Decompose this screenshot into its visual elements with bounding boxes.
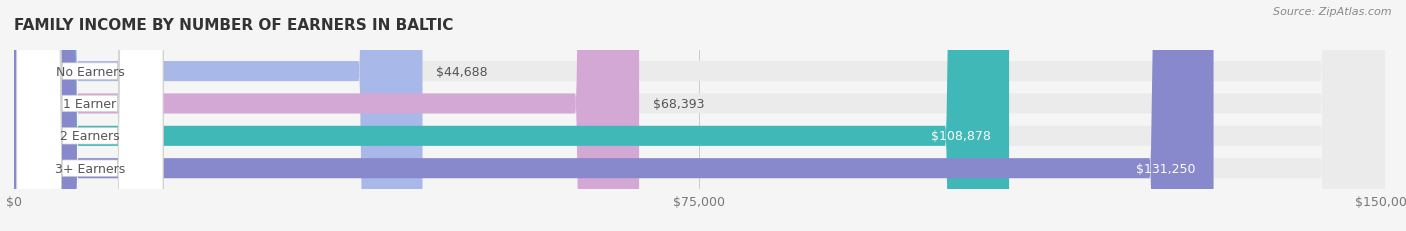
Text: Source: ZipAtlas.com: Source: ZipAtlas.com (1274, 7, 1392, 17)
FancyBboxPatch shape (14, 0, 1385, 231)
FancyBboxPatch shape (17, 0, 163, 231)
FancyBboxPatch shape (14, 0, 640, 231)
FancyBboxPatch shape (14, 0, 1385, 231)
Text: $44,688: $44,688 (436, 65, 488, 78)
FancyBboxPatch shape (14, 0, 1010, 231)
FancyBboxPatch shape (14, 0, 1385, 231)
Text: 1 Earner: 1 Earner (63, 97, 117, 110)
Text: No Earners: No Earners (56, 65, 124, 78)
Text: $108,878: $108,878 (931, 130, 991, 143)
FancyBboxPatch shape (17, 0, 163, 231)
Text: 2 Earners: 2 Earners (60, 130, 120, 143)
Text: $68,393: $68,393 (652, 97, 704, 110)
FancyBboxPatch shape (17, 0, 163, 231)
Text: $131,250: $131,250 (1136, 162, 1195, 175)
Text: FAMILY INCOME BY NUMBER OF EARNERS IN BALTIC: FAMILY INCOME BY NUMBER OF EARNERS IN BA… (14, 18, 453, 33)
Text: 3+ Earners: 3+ Earners (55, 162, 125, 175)
FancyBboxPatch shape (14, 0, 422, 231)
FancyBboxPatch shape (14, 0, 1385, 231)
FancyBboxPatch shape (17, 0, 163, 231)
FancyBboxPatch shape (14, 0, 1213, 231)
